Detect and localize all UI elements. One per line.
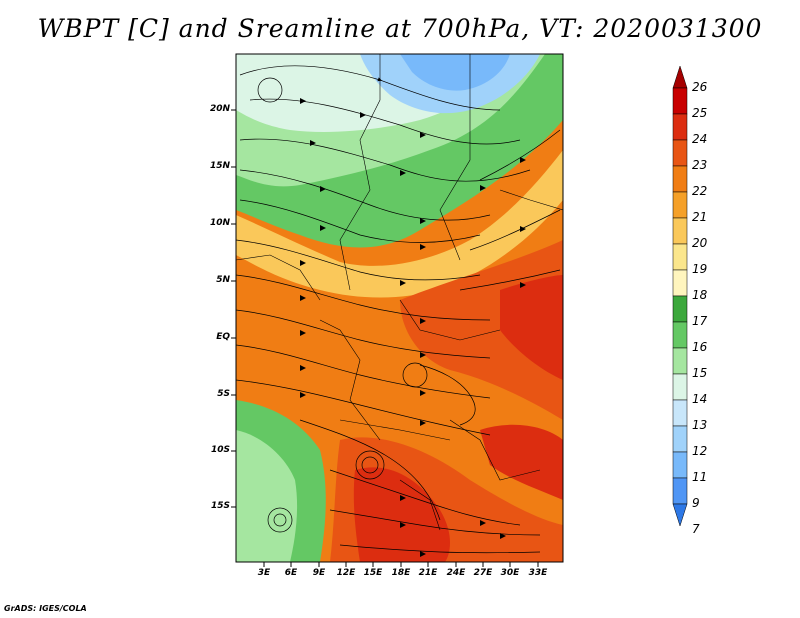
grads-credit: GrADS: IGES/COLA — [4, 604, 87, 613]
colorbar-swatch — [672, 243, 688, 271]
lon-label-33e: 33E — [528, 568, 548, 578]
colorbar-label: 17 — [692, 314, 708, 328]
lat-label-15n: 15N — [209, 161, 230, 171]
colorbar-label: 22 — [692, 184, 708, 198]
colorbar — [672, 65, 688, 527]
colorbar-swatch — [672, 451, 688, 479]
colorbar-bottom-arrow — [672, 503, 688, 527]
colorbar-label: 11 — [692, 470, 708, 484]
lon-label-27e: 27E — [473, 568, 493, 578]
colorbar-label: 7 — [692, 522, 700, 536]
colorbar-label: 23 — [692, 158, 708, 172]
colorbar-label: 16 — [692, 340, 708, 354]
colorbar-label: 15 — [692, 366, 708, 380]
lon-label-3e: 3E — [257, 568, 271, 578]
lon-label-24e: 24E — [446, 568, 466, 578]
map-title: WBPT [C] and Sreamline at 700hPa, VT: 20… — [37, 14, 763, 43]
colorbar-label: 24 — [692, 132, 708, 146]
colorbar-swatch — [672, 295, 688, 323]
lat-label-5n: 5N — [216, 275, 230, 285]
colorbar-label: 19 — [692, 262, 708, 276]
lon-label-6e: 6E — [284, 568, 298, 578]
colorbar-swatch — [672, 373, 688, 401]
colorbar-label: 25 — [692, 106, 708, 120]
lat-label-10n: 10N — [209, 218, 230, 228]
colorbar-swatch — [672, 269, 688, 297]
colorbar-swatch — [672, 425, 688, 453]
lon-label-21e: 21E — [418, 568, 438, 578]
lat-label-15s: 15S — [210, 501, 230, 511]
lat-label-5s: 5S — [217, 389, 230, 399]
colorbar-swatch — [672, 87, 688, 115]
lat-label-10s: 10S — [210, 445, 230, 455]
colorbar-swatch — [672, 113, 688, 141]
colorbar-swatch — [672, 477, 688, 505]
colorbar-label: 18 — [692, 288, 708, 302]
lon-label-12e: 12E — [336, 568, 356, 578]
colorbar-swatch — [672, 321, 688, 349]
colorbar-swatch — [672, 399, 688, 427]
colorbar-label: 13 — [692, 418, 708, 432]
lon-label-15e: 15E — [363, 568, 383, 578]
lat-label-20n: 20N — [209, 104, 230, 114]
lon-label-18e: 18E — [391, 568, 411, 578]
colorbar-swatch — [672, 191, 688, 219]
colorbar-top-arrow — [672, 65, 688, 89]
colorbar-swatch — [672, 139, 688, 167]
colorbar-label: 26 — [692, 80, 708, 94]
wbpt-field — [236, 54, 563, 562]
colorbar-swatch — [672, 347, 688, 375]
lon-label-9e: 9E — [312, 568, 326, 578]
map-frame — [235, 53, 564, 563]
colorbar-swatch — [672, 165, 688, 193]
colorbar-label: 12 — [692, 444, 708, 458]
colorbar-label: 20 — [692, 236, 708, 250]
colorbar-label: 21 — [692, 210, 708, 224]
colorbar-label: 14 — [692, 392, 708, 406]
lat-label-eq: EQ — [216, 332, 230, 342]
colorbar-swatch — [672, 217, 688, 245]
colorbar-label: 9 — [692, 496, 700, 510]
lon-label-30e: 30E — [500, 568, 520, 578]
